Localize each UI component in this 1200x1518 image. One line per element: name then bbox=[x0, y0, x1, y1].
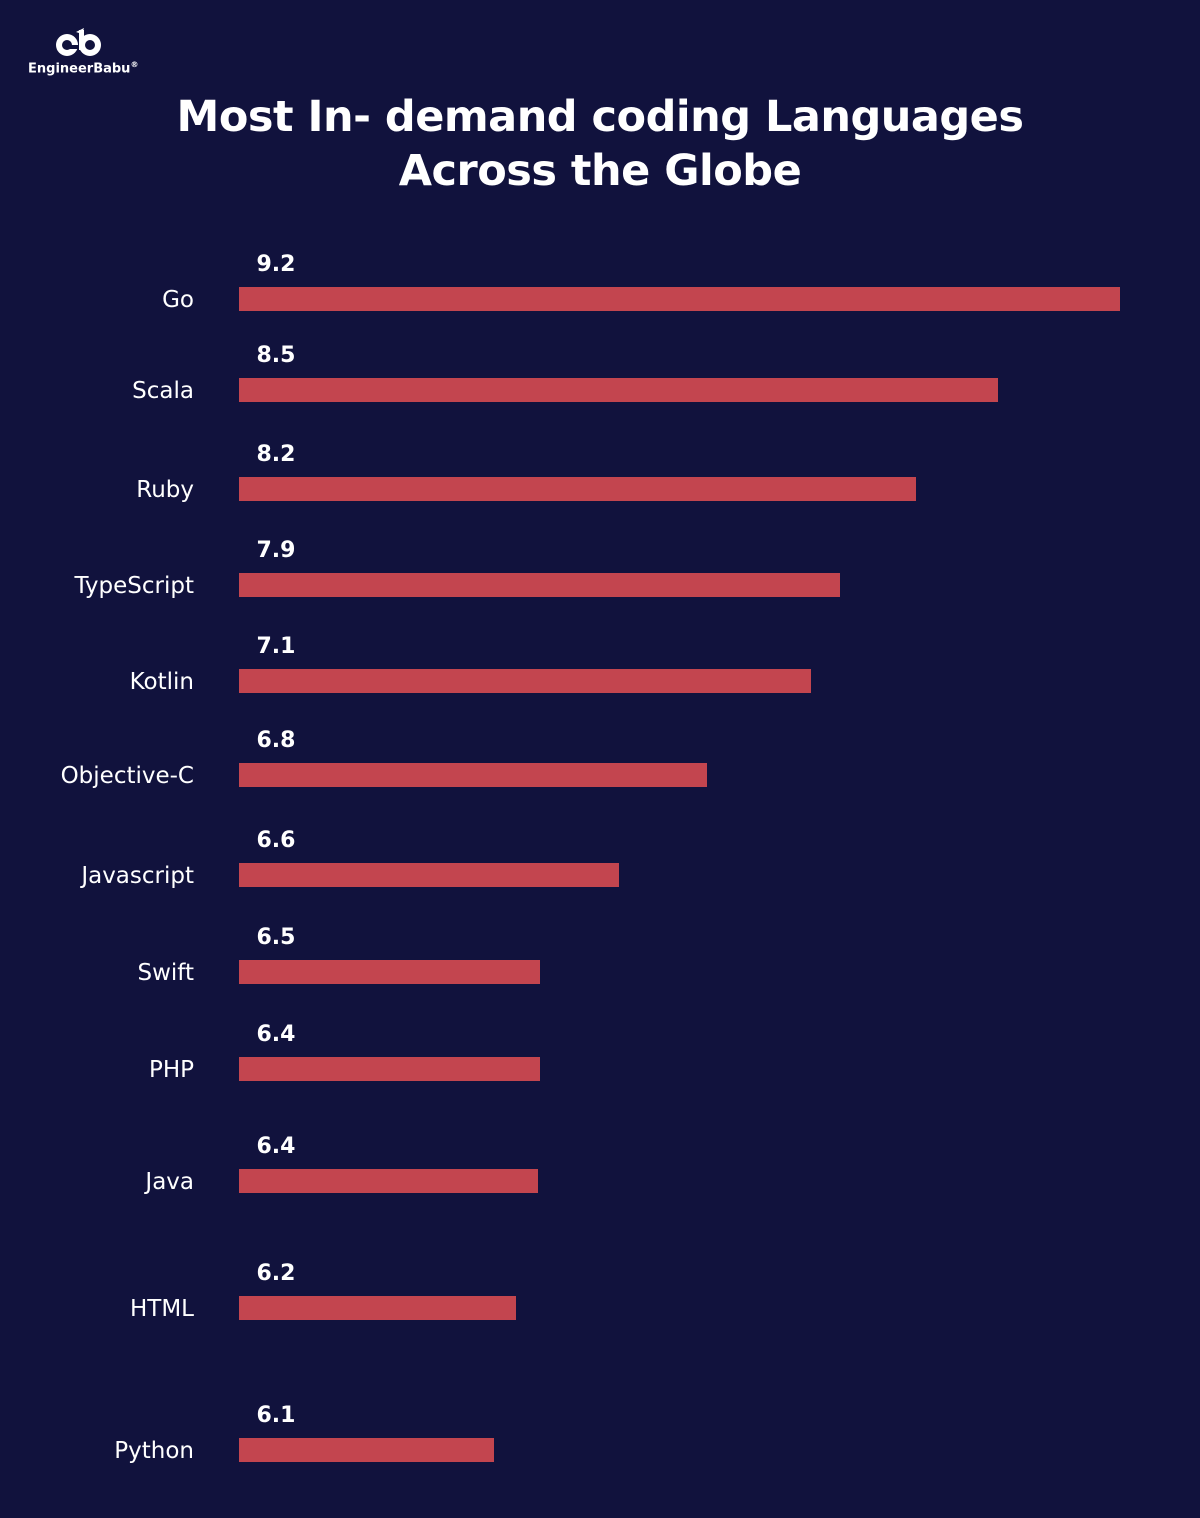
bar-java bbox=[239, 1169, 538, 1193]
value-label: 7.9 bbox=[257, 538, 296, 563]
brand-logo: EngineerBabu® bbox=[28, 22, 148, 82]
bar-javascript bbox=[239, 863, 619, 887]
value-label: 6.2 bbox=[257, 1261, 296, 1286]
chart-title-line-2: Across the Globe bbox=[398, 146, 802, 196]
category-label: Java bbox=[143, 1169, 194, 1195]
bar-go bbox=[239, 287, 1120, 311]
category-label: Python bbox=[114, 1438, 194, 1464]
value-label: 6.1 bbox=[257, 1403, 296, 1428]
bar-scala bbox=[239, 378, 998, 402]
category-label: Objective-C bbox=[61, 763, 194, 789]
bar-kotlin bbox=[239, 669, 811, 693]
brand-name: EngineerBabu® bbox=[28, 60, 139, 77]
category-label: Javascript bbox=[79, 863, 194, 889]
bar-typescript bbox=[239, 573, 840, 597]
category-label: Ruby bbox=[136, 477, 194, 503]
value-label: 9.2 bbox=[257, 252, 296, 277]
value-label: 7.1 bbox=[257, 634, 296, 659]
value-label: 6.6 bbox=[257, 828, 296, 853]
category-label: PHP bbox=[149, 1057, 194, 1083]
value-label: 6.5 bbox=[257, 925, 296, 950]
bar-python bbox=[239, 1438, 494, 1462]
bar-php bbox=[239, 1057, 540, 1081]
value-label: 6.4 bbox=[257, 1022, 296, 1047]
bar-objective-c bbox=[239, 763, 707, 787]
category-label: Go bbox=[162, 287, 194, 313]
registered-mark: ® bbox=[130, 60, 139, 69]
chart-title-line-1: Most In- demand coding Languages bbox=[176, 92, 1024, 142]
engineerbabu-logo-icon bbox=[56, 28, 101, 56]
category-label: Kotlin bbox=[130, 669, 194, 695]
value-label: 8.2 bbox=[257, 442, 296, 467]
bar-html bbox=[239, 1296, 516, 1320]
value-label: 8.5 bbox=[257, 343, 296, 368]
category-label: Scala bbox=[132, 378, 194, 404]
category-label: TypeScript bbox=[73, 573, 194, 599]
bar-swift bbox=[239, 960, 540, 984]
value-label: 6.8 bbox=[257, 728, 296, 753]
value-label: 6.4 bbox=[257, 1134, 296, 1159]
bar-ruby bbox=[239, 477, 916, 501]
category-label: HTML bbox=[130, 1296, 194, 1322]
chart-title: Most In- demand coding Languages Across … bbox=[100, 90, 1100, 198]
category-label: Swift bbox=[137, 960, 194, 986]
